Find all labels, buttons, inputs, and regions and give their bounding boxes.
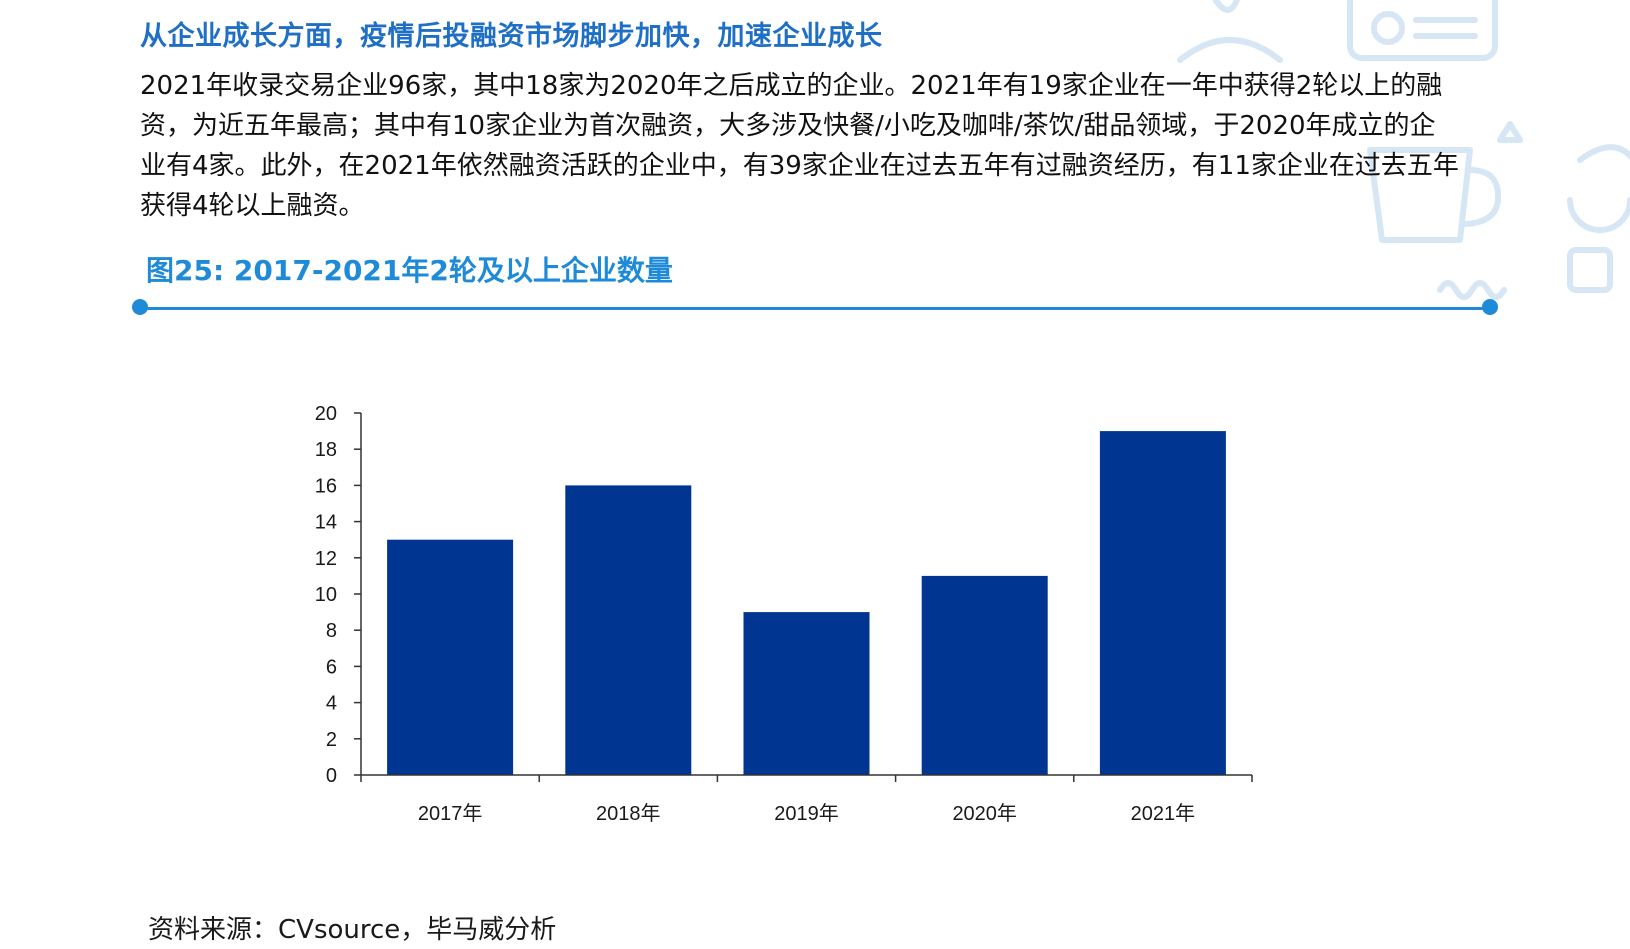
y-tick-label: 4	[326, 693, 337, 715]
axes-layer: 0 2 4 6 8 10 12 14 16 18 20 2017年 2018年 2019年 2020年 202…	[315, 403, 1253, 825]
y-tick-label: 6	[326, 656, 337, 678]
bar-2019年	[743, 612, 870, 775]
bar-2017年	[387, 539, 514, 775]
y-tick-label: 18	[315, 439, 337, 461]
y-tick-label: 8	[326, 620, 337, 642]
title-divider	[140, 307, 1490, 310]
figure-title: 图25: 2017-2021年2轮及以上企业数量	[146, 254, 673, 287]
bar-2020年	[921, 575, 1048, 775]
x-tick-label: 2021年	[1131, 802, 1196, 825]
x-tick-label: 2020年	[952, 802, 1017, 825]
y-tick-label: 0	[326, 765, 337, 787]
y-tick-label: 10	[315, 584, 337, 606]
y-tick-label: 14	[315, 512, 337, 534]
bar-2021年	[1099, 431, 1226, 775]
x-tick-label: 2017年	[418, 802, 483, 825]
source-note: 资料来源：CVsource，毕马威分析	[148, 915, 557, 945]
y-tick-label: 12	[315, 548, 337, 570]
x-tick-label: 2019年	[774, 802, 839, 825]
divider-dot-right	[1482, 299, 1498, 315]
divider-dot-left	[132, 299, 148, 315]
y-tick-label: 16	[315, 475, 337, 497]
bars-layer	[387, 431, 1226, 775]
x-tick-label: 2018年	[596, 802, 661, 825]
section-heading: 从企业成长方面，疫情后投融资市场脚步加快，加速企业成长	[140, 21, 883, 52]
body-paragraph: 2021年收录交易企业96家，其中18家为2020年之后成立的企业。2021年有…	[140, 71, 1459, 221]
y-tick-label: 20	[315, 403, 337, 425]
bar-2018年	[565, 485, 692, 775]
y-tick-label: 2	[326, 729, 337, 751]
